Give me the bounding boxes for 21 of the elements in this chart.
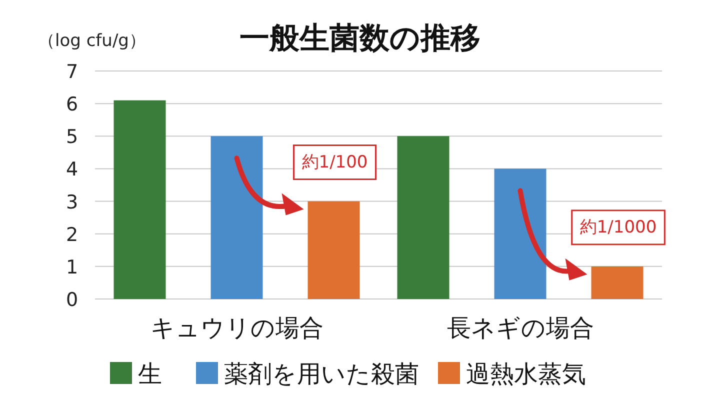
legend-label: 過熱水蒸気 [466,360,586,388]
annotation: 約1/100 [302,152,368,172]
y-tick-label: 1 [66,256,78,278]
annotation: 約1/1000 [580,217,657,238]
y-tick-label: 7 [66,61,78,83]
y-tick-label: 6 [66,94,78,116]
legend-label: 薬剤を用いた殺菌 [224,360,419,388]
y-tick-label: 3 [66,191,78,214]
bar [591,266,644,299]
x-tick-label: 長ネギの場合 [446,314,594,342]
y-tick-label: 5 [66,126,78,148]
chart-title: 一般生菌数の推移 [240,21,480,56]
x-tick-label: キュウリの場合 [150,314,324,342]
bar [308,201,360,299]
bar [397,136,450,299]
y-tick-label: 4 [66,158,78,181]
legend-label: 生 [138,360,162,388]
y-tick-label: 0 [66,289,78,311]
bar [114,100,166,299]
y-tick-label: 2 [66,224,78,246]
y-axis-title: （log cfu/g） [38,31,146,51]
